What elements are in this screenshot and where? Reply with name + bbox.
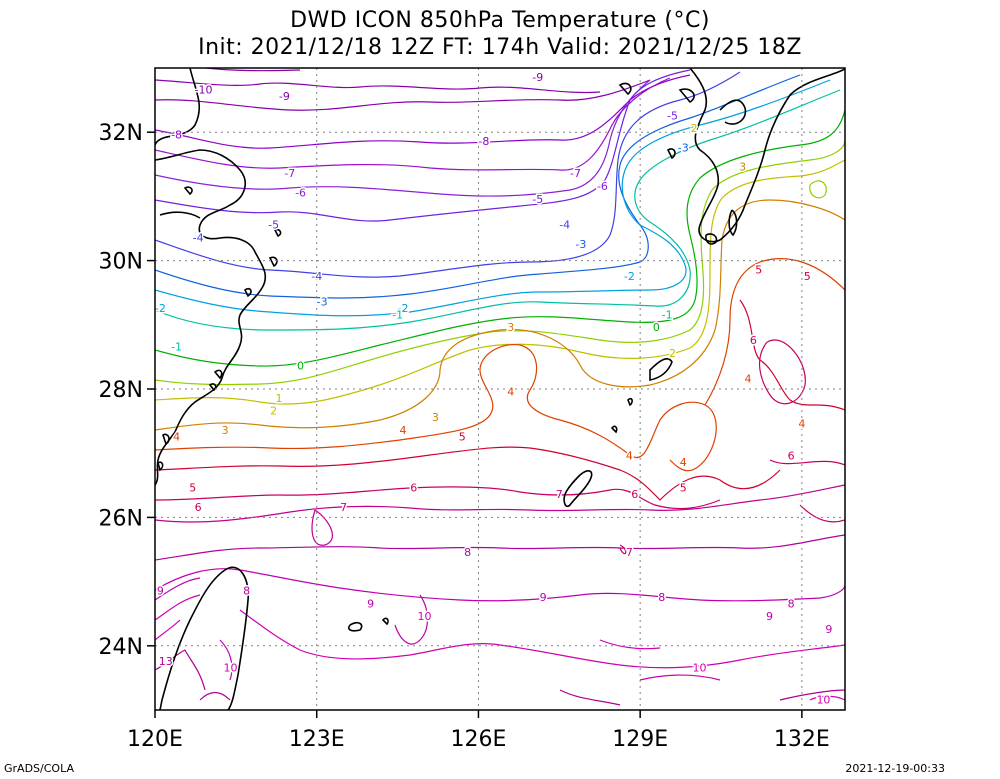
contour-label: -1 [392,308,403,321]
contour-label: 7 [626,546,633,559]
contour-label: -1 [662,308,673,321]
contour-label: 10 [418,610,432,623]
contour-label: 5 [459,430,466,443]
kyushu-coastline [689,68,845,243]
contour-label: 10 [692,661,706,674]
contour-label: -5 [667,109,678,122]
contour-label: 8 [658,591,665,604]
axis-tick-labels: 24N 26N 28N 30N 32N 120E 123E 126E 129E 132E [99,121,830,752]
contour-label: 9 [825,623,832,636]
contour-lines [155,68,845,706]
taiwan-coastline [159,566,250,710]
map-subtitle: Init: 2021/12/18 12Z FT: 174h Valid: 202… [198,35,802,60]
yaeyama-coastline [347,617,389,632]
contour-label: -8 [478,135,489,148]
contour-label: 6 [195,501,202,514]
contour-label: -4 [559,219,570,232]
axis-ticks [147,131,803,718]
contour-label: -5 [268,219,279,232]
contour-label: -9 [279,90,290,103]
contour-labels: -10 -9-9-8 -8-7 -7-6 -6-5-5-5-4-4-4-3-3-3-2-… [153,69,833,708]
contour-label: -5 [532,193,543,206]
contour-label: 7 [556,488,563,501]
yakushima-coastline [705,233,718,245]
lat-tick-label: 28N [99,378,143,403]
lon-tick-label: 132E [774,727,830,752]
contour-label: 10 [816,694,830,707]
contour-label: -7 [284,167,295,180]
contour-label: -2 [155,302,166,315]
lat-tick-label: 30N [99,250,143,275]
china-coastline [155,68,267,486]
contour-label: 4 [507,385,514,398]
lon-tick-label: 126E [450,727,506,752]
contour-label: -7 [570,167,581,180]
lat-tick-label: 26N [99,506,143,531]
software-credit: GrADS/COLA [4,762,74,775]
contour-label: 9 [367,597,374,610]
contour-label: -6 [295,186,306,199]
contour-label: -4 [311,270,322,283]
contour-label: -8 [171,129,182,142]
contour-label: -2 [624,270,635,283]
contour-label: 5 [680,482,687,495]
contour-label: 6 [788,450,795,463]
contour-label: 8 [243,584,250,597]
contour-label: -2 [397,302,408,315]
contour-label: 13 [159,655,173,668]
contour-label: 3 [507,321,514,334]
contour-label: -1 [171,340,182,353]
lon-tick-label: 129E [612,727,668,752]
contour-label: 9 [766,610,773,623]
contour-label: 6 [631,488,638,501]
contour-label: 4 [798,418,805,431]
contour-label: 10 [223,661,237,674]
contour-label: 8 [788,597,795,610]
contour-label: 3 [432,411,439,424]
contour-label: -6 [597,180,608,193]
contour-label: 6 [750,334,757,347]
contour-label: 5 [755,263,762,276]
contour-label: 1 [275,392,282,405]
render-timestamp: 2021-12-19-00:33 [845,762,945,775]
contour-label: 0 [653,321,660,334]
lon-tick-label: 120E [127,727,183,752]
contour-label: 7 [340,501,347,514]
tanegashima-coastline [728,209,738,237]
contour-label: 3 [739,161,746,174]
contour-label: -9 [532,71,543,84]
contour-label: 6 [410,482,417,495]
amami-coastline [649,358,673,381]
contour-label: 5 [189,482,196,495]
contour-label: -10 [195,84,213,97]
contour-label: -3 [317,296,328,309]
contour-label: -3 [575,238,586,251]
contour-label: 2 [691,122,698,135]
contour-label: 2 [270,405,277,418]
contour-label: 0 [297,360,304,373]
contour-label: 4 [680,456,687,469]
contour-label: -3 [678,141,689,154]
contour-label: 4 [744,373,751,386]
lon-tick-label: 123E [289,727,345,752]
contour-label: 4 [399,424,406,437]
contour-label: 4 [173,430,180,443]
contour-label: 2 [669,347,676,360]
contour-label: 5 [804,270,811,283]
contour-label: 4 [626,450,633,463]
lat-tick-label: 24N [99,635,143,660]
contour-label: 9 [157,584,164,597]
lat-tick-label: 32N [99,121,143,146]
map-title: DWD ICON 850hPa Temperature (°C) [290,8,710,33]
contour-label: 3 [222,424,229,437]
contour-label: 9 [540,591,547,604]
okinawa-coastline [563,470,593,508]
contour-label: 8 [464,546,471,559]
contour-label: -4 [193,231,204,244]
